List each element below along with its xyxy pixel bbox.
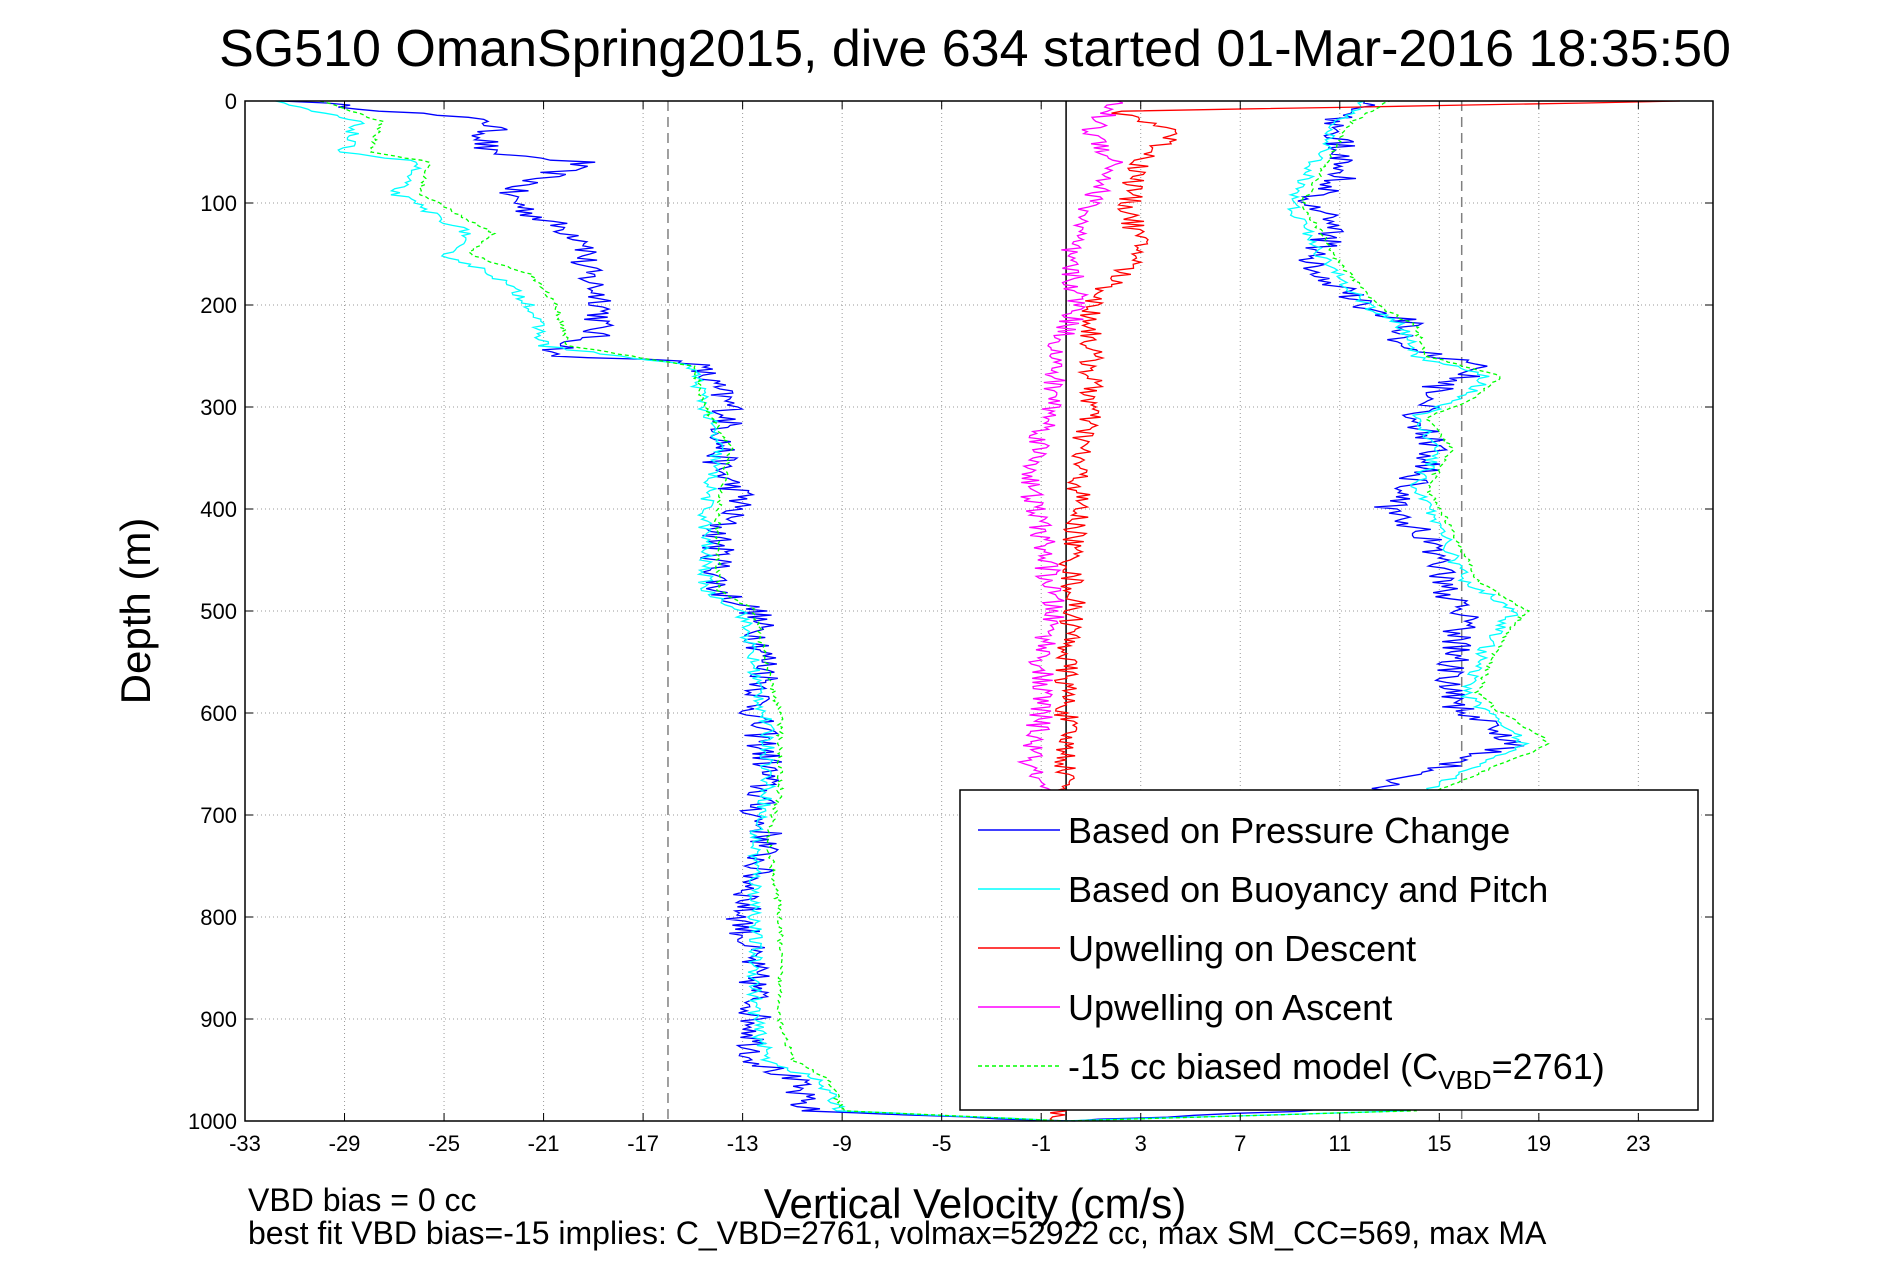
- y-axis-label: Depth (m): [112, 518, 159, 705]
- x-tick-label: -9: [832, 1131, 852, 1156]
- y-tick-label: 0: [225, 89, 237, 114]
- y-tick-label: 900: [200, 1007, 237, 1032]
- x-tick-label: 19: [1527, 1131, 1551, 1156]
- x-tick-label: -25: [428, 1131, 460, 1156]
- x-axis-label: Vertical Velocity (cm/s): [764, 1180, 1186, 1227]
- x-tick-label: -13: [727, 1131, 759, 1156]
- footer-vbd-bias: VBD bias = 0 cc: [248, 1182, 477, 1218]
- legend-label: Based on Pressure Change: [1068, 810, 1510, 851]
- x-tick-label: -1: [1031, 1131, 1051, 1156]
- x-tick-label: 23: [1626, 1131, 1650, 1156]
- x-tick-label: -5: [932, 1131, 952, 1156]
- chart-title: SG510 OmanSpring2015, dive 634 started 0…: [219, 20, 1731, 78]
- legend: Based on Pressure Change Based on Buoyanc…: [959, 789, 1699, 1111]
- y-tick-label: 400: [200, 497, 237, 522]
- y-tick-label: 700: [200, 803, 237, 828]
- x-tick-label: 15: [1427, 1131, 1451, 1156]
- y-tick-label: 300: [200, 395, 237, 420]
- y-tick-label: 100: [200, 191, 237, 216]
- x-tick-label: -33: [229, 1131, 261, 1156]
- x-tick-label: 7: [1234, 1131, 1246, 1156]
- x-tick-label: -21: [528, 1131, 560, 1156]
- legend-label: Upwelling on Ascent: [1068, 987, 1392, 1028]
- legend-box: [959, 789, 1699, 1111]
- y-tick-label: 200: [200, 293, 237, 318]
- series-line-3: [1016, 100, 1124, 796]
- legend-label: Based on Buoyancy and Pitch: [1068, 869, 1548, 910]
- legend-label: -15 cc biased model (CVBD=2761): [1068, 1046, 1605, 1095]
- x-tick-label: 3: [1135, 1131, 1147, 1156]
- y-tick-label: 1000: [188, 1109, 237, 1134]
- y-tick-label: 600: [200, 701, 237, 726]
- legend-label: Upwelling on Descent: [1068, 928, 1416, 969]
- y-axis-ticks: 0 100 200 300 400 500 600 700 800 900 1000: [188, 89, 1713, 1134]
- x-tick-label: -17: [627, 1131, 659, 1156]
- y-tick-label: 500: [200, 599, 237, 624]
- x-tick-label: -29: [329, 1131, 361, 1156]
- x-tick-label: 11: [1328, 1131, 1351, 1156]
- y-tick-label: 800: [200, 905, 237, 930]
- footer-best-fit: best fit VBD bias=-15 implies: C_VBD=276…: [248, 1215, 1547, 1251]
- x-axis-ticks: -33 -29 -25 -21 -17 -13 -9 -5 -1 3 7 11 15 19 23: [229, 101, 1651, 1156]
